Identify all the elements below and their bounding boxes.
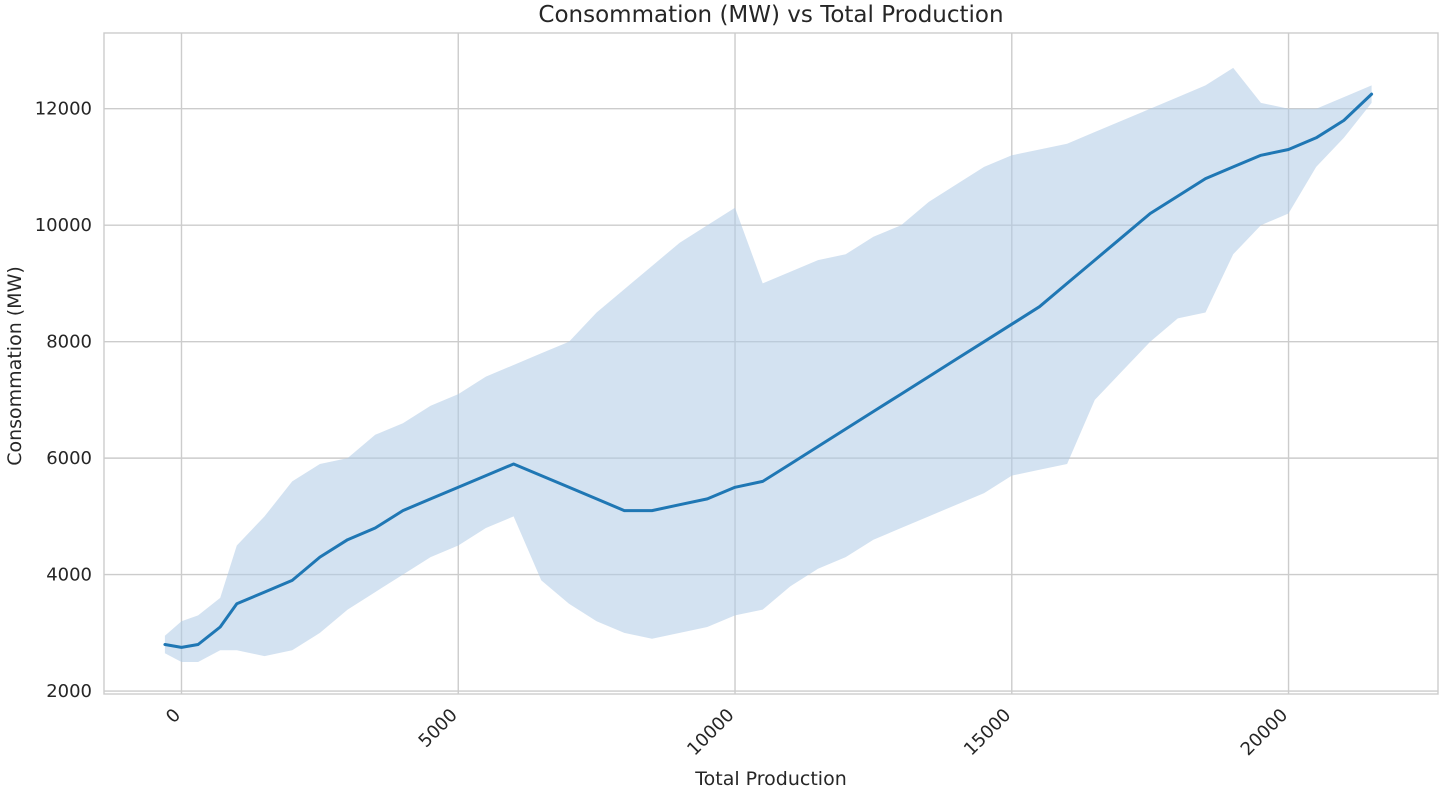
x-axis-label: Total Production bbox=[694, 768, 847, 790]
y-tick-label: 4000 bbox=[46, 565, 92, 586]
confidence-band-area bbox=[164, 67, 1372, 662]
plot-frame bbox=[103, 32, 1439, 695]
x-tick-label: 5000 bbox=[415, 705, 462, 752]
x-tick-label: 0 bbox=[162, 705, 185, 728]
x-tick-label: 20000 bbox=[1237, 705, 1292, 760]
x-tick-label: 10000 bbox=[683, 705, 738, 760]
mean-line bbox=[163, 92, 1374, 649]
y-axis-label: Consommation (MW) bbox=[4, 266, 26, 466]
chart-title: Consommation (MW) vs Total Production bbox=[538, 2, 1003, 28]
y-tick-label: 10000 bbox=[35, 215, 92, 236]
confidence-band bbox=[164, 67, 1372, 662]
mean-line-path bbox=[163, 92, 1374, 649]
y-tick-label: 2000 bbox=[46, 681, 92, 702]
x-tick-label: 15000 bbox=[960, 705, 1015, 760]
y-tick-label: 12000 bbox=[35, 99, 92, 120]
y-tick-label: 6000 bbox=[46, 448, 92, 469]
y-tick-label: 8000 bbox=[46, 332, 92, 353]
